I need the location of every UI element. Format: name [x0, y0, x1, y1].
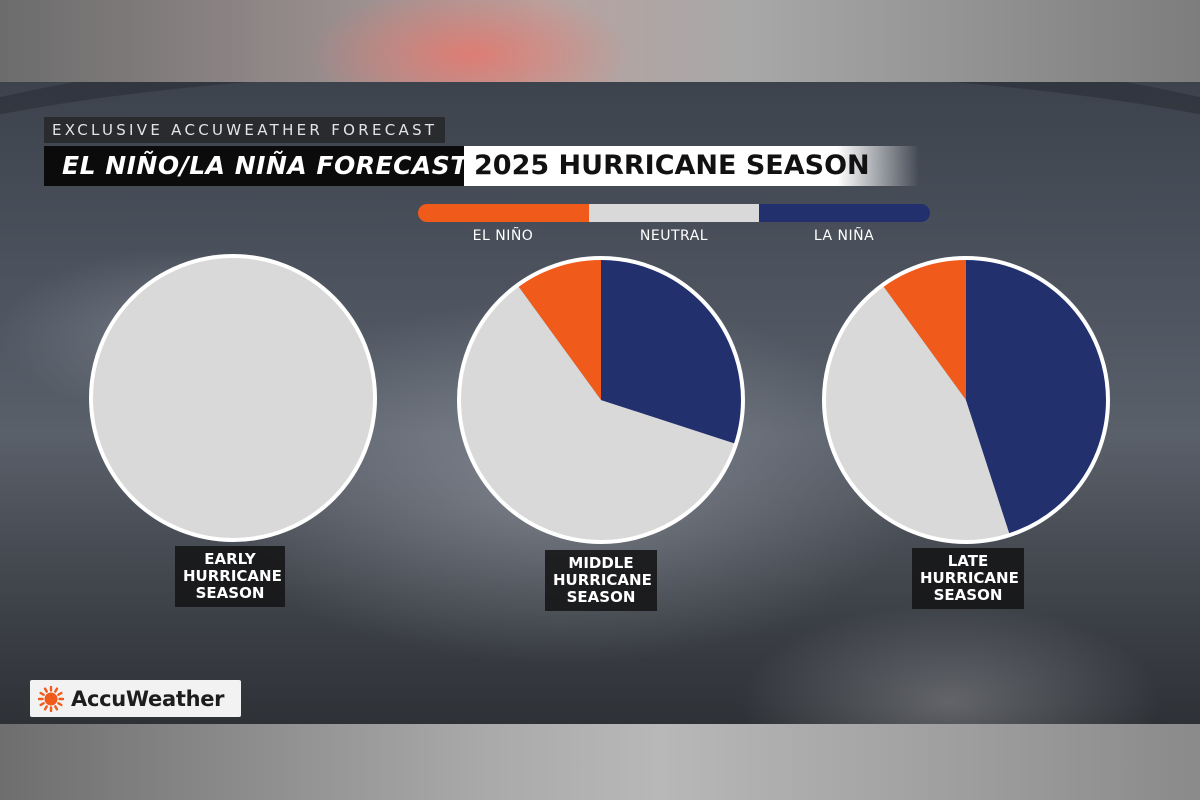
late-line-3: SEASON — [933, 586, 1003, 604]
pie-outline-middle — [457, 256, 745, 544]
sun-icon — [38, 685, 64, 712]
blurred-top-band — [0, 0, 1200, 82]
legend-swatch-neutral — [588, 204, 760, 222]
slice-middle-la-nina — [601, 258, 744, 444]
label-early-season: EARLY HURRICANE SEASON — [175, 546, 285, 607]
pie-outline-late — [822, 256, 1110, 544]
legend-label-la-nina: LA NIÑA — [813, 228, 875, 244]
early-line-1: EARLY — [204, 550, 256, 568]
middle-line-1: MIDDLE — [568, 554, 634, 572]
slice-late-neutral — [824, 285, 1010, 542]
middle-line-2: HURRICANE — [553, 571, 652, 589]
pie-late — [822, 256, 1110, 544]
slice-early-neutral — [91, 256, 375, 540]
legend-swatch-la-nina — [759, 204, 930, 222]
slice-late-la-nina — [966, 258, 1108, 536]
late-line-2: HURRICANE — [920, 569, 1019, 587]
slice-middle-el-nino — [517, 258, 601, 400]
kicker-label: EXCLUSIVE ACCUWEATHER FORECAST — [44, 117, 446, 143]
slice-middle-neutral — [459, 285, 737, 542]
title-enso-forecast: EL NIÑO/LA NIÑA FORECAST — [44, 146, 467, 186]
accuweather-logo: AccuWeather — [30, 680, 241, 717]
pie-outline-early — [89, 254, 377, 542]
blurred-bottom-band — [0, 724, 1200, 800]
legend-color-bar — [418, 204, 930, 222]
logo-text: AccuWeather — [71, 686, 225, 711]
title-hurricane-season: 2025 HURRICANE SEASON — [464, 146, 919, 186]
middle-line-3: SEASON — [566, 588, 636, 606]
legend-label-el-nino: EL NIÑO — [472, 228, 534, 244]
slice-late-el-nino — [882, 258, 966, 400]
legend-label-neutral: NEUTRAL — [639, 228, 709, 244]
early-line-3: SEASON — [195, 584, 265, 602]
late-line-1: LATE — [947, 552, 989, 570]
pie-early — [89, 254, 377, 542]
early-line-2: HURRICANE — [183, 567, 282, 585]
label-middle-season: MIDDLE HURRICANE SEASON — [545, 550, 657, 611]
label-late-season: LATE HURRICANE SEASON — [912, 548, 1024, 609]
pie-middle — [457, 256, 745, 544]
legend-swatch-el-nino — [418, 204, 589, 222]
